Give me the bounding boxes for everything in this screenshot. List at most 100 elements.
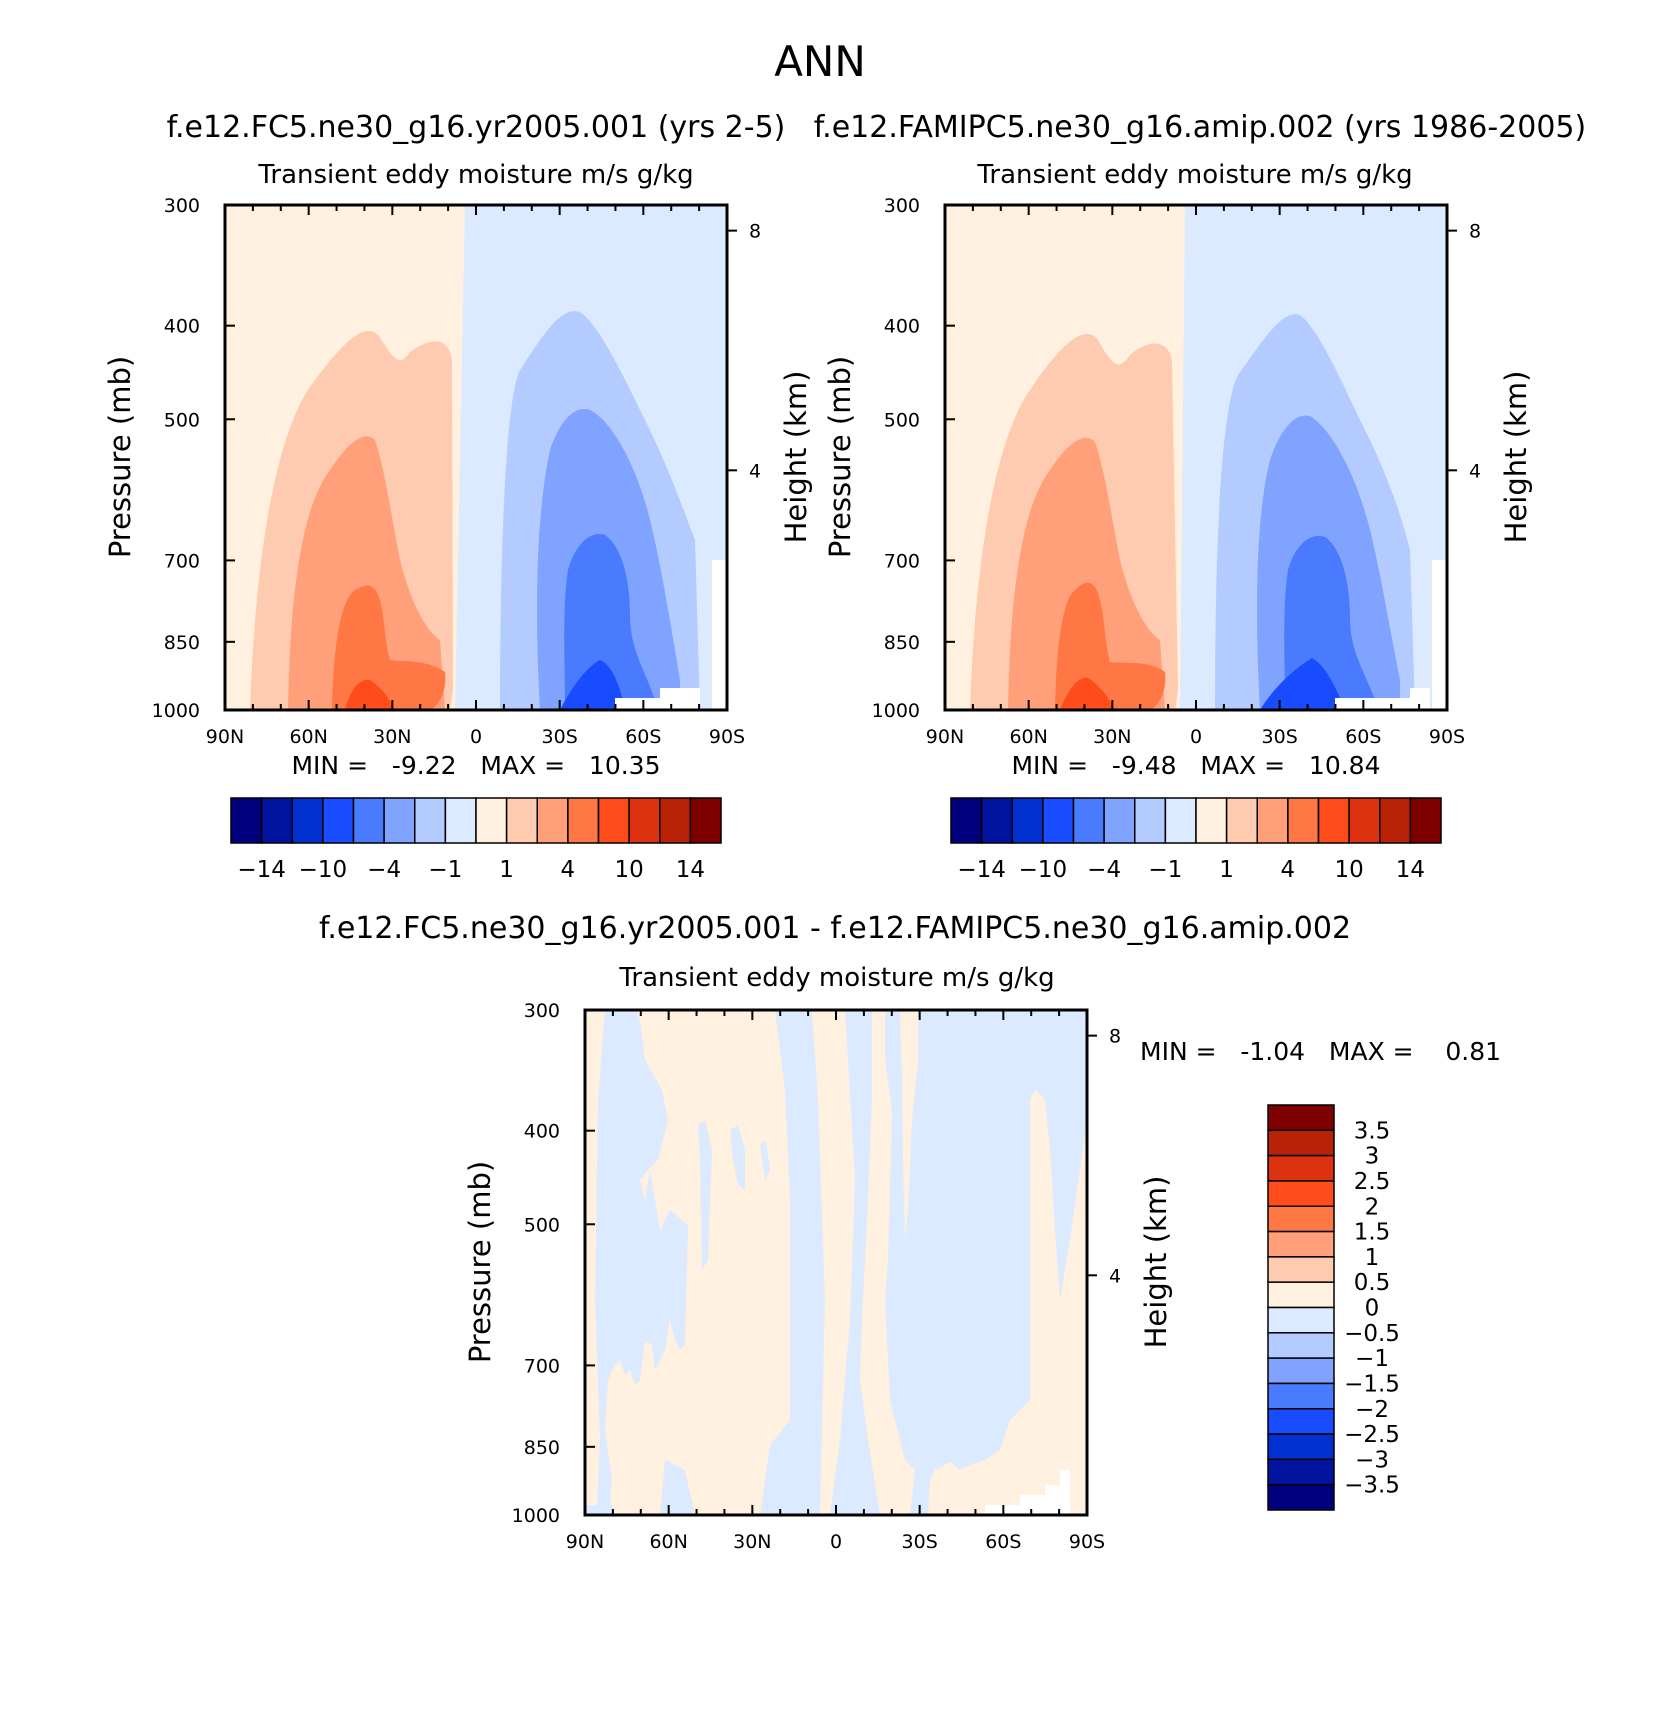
colorbar-swatch	[352, 797, 385, 844]
y-tick-label: 300	[524, 1000, 560, 1022]
colorbar-swatch	[1267, 1458, 1335, 1486]
x-tick-label: 60N	[1009, 726, 1047, 748]
colorbar-swatch	[1409, 797, 1442, 844]
colorbar-swatch	[1164, 797, 1197, 844]
colorbar-swatch	[950, 797, 983, 844]
x-tick-label: 0	[830, 1531, 842, 1553]
colorbar-swatch	[1267, 1256, 1335, 1283]
x-tick-label: 60S	[625, 726, 661, 748]
y-tick-label: 850	[884, 632, 920, 654]
y-right-tick-label: 8	[749, 221, 761, 243]
contour-field	[585, 1010, 1087, 1515]
colorbar-label: 10	[614, 857, 643, 883]
colorbar-swatch	[1134, 797, 1167, 844]
x-tick-label: 0	[470, 726, 482, 748]
colorbar-swatch	[628, 797, 661, 844]
y-right-tick-label: 8	[1469, 221, 1481, 243]
y-tick-label: 700	[884, 550, 920, 572]
colorbar-label: 1.5	[1354, 1220, 1391, 1246]
stats-text: MIN = -9.48 MAX = 10.84	[1011, 751, 1380, 780]
y-tick-label: 400	[524, 1121, 560, 1143]
colorbar-swatch	[1267, 1104, 1335, 1132]
panel-subtitle: Transient eddy moisture m/s g/kg	[257, 160, 693, 190]
colorbar-swatch	[1317, 797, 1350, 844]
colorbar-label: −4	[1087, 857, 1121, 883]
stats-text: MIN = -1.04 MAX = 0.81	[1140, 1037, 1501, 1066]
panel-title: f.e12.FC5.ne30_g16.yr2005.001 - f.e12.FA…	[319, 911, 1351, 946]
colorbar-swatch	[980, 797, 1013, 844]
y-tick-label: 850	[164, 632, 200, 654]
panel-title: f.e12.FC5.ne30_g16.yr2005.001 (yrs 2-5)	[167, 110, 786, 145]
colorbar-swatch	[1267, 1154, 1335, 1182]
panel-difference: f.e12.FC5.ne30_g16.yr2005.001 - f.e12.FA…	[319, 911, 1501, 1553]
colorbar-swatch	[1267, 1129, 1335, 1157]
y-tick-label: 1000	[152, 700, 200, 722]
colorbar-label: 3	[1365, 1144, 1380, 1170]
y-axis-label: Pressure (mb)	[103, 356, 137, 558]
colorbar-label: 4	[561, 857, 576, 883]
y-tick-label: 300	[884, 195, 920, 217]
colorbar: 3.532.521.510.50−0.5−1−1.5−2−2.5−3−3.5	[1267, 1104, 1400, 1511]
stats-text: MIN = -9.22 MAX = 10.35	[291, 751, 660, 780]
colorbar-swatch	[1103, 797, 1136, 844]
x-tick-label: 60S	[985, 1531, 1021, 1553]
colorbar-label: 1	[1365, 1245, 1380, 1271]
y-axis-label: Pressure (mb)	[463, 1161, 497, 1363]
colorbar-swatch	[414, 797, 447, 844]
colorbar-swatch	[567, 797, 600, 844]
colorbar-label: −1.5	[1344, 1371, 1400, 1397]
y-right-tick-label: 8	[1109, 1026, 1121, 1048]
y-axis-right-label: Height (km)	[779, 371, 813, 544]
colorbar-swatch	[659, 797, 692, 844]
x-tick-label: 90S	[1069, 1531, 1105, 1553]
x-tick-label: 90S	[709, 726, 745, 748]
x-tick-label: 30S	[902, 1531, 938, 1553]
colorbar-label: −1	[1148, 857, 1182, 883]
colorbar-swatch	[1011, 797, 1044, 844]
colorbar-label: 1	[1219, 857, 1234, 883]
y-tick-label: 700	[524, 1355, 560, 1377]
colorbar-swatch	[597, 797, 630, 844]
colorbar-swatch	[1195, 797, 1228, 844]
x-tick-label: 30N	[1093, 726, 1131, 748]
colorbar-label: 10	[1334, 857, 1363, 883]
panel-subtitle: Transient eddy moisture m/s g/kg	[976, 160, 1412, 190]
colorbar-swatch	[689, 797, 722, 844]
colorbar-swatch	[1267, 1382, 1335, 1410]
colorbar-swatch	[1267, 1483, 1335, 1511]
colorbar-label: 14	[676, 857, 705, 883]
colorbar-swatch	[1379, 797, 1412, 844]
colorbar-swatch	[475, 797, 508, 844]
colorbar: −14 −10 −4 −1 1 4 10 14	[950, 797, 1442, 883]
colorbar-swatch	[1256, 797, 1289, 844]
colorbar-swatch	[322, 797, 355, 844]
colorbar-swatch	[536, 797, 569, 844]
colorbar-label: −4	[367, 857, 401, 883]
colorbar-swatch	[1267, 1180, 1335, 1207]
y-tick-label: 300	[164, 195, 200, 217]
y-axis-right-label: Height (km)	[1499, 371, 1533, 544]
y-tick-label: 1000	[512, 1505, 560, 1527]
colorbar-label: 0	[1365, 1296, 1380, 1322]
colorbar-swatch	[1225, 797, 1258, 844]
colorbar-swatch	[1267, 1281, 1335, 1309]
colorbar-swatch	[1348, 797, 1381, 844]
colorbar-label: 3.5	[1354, 1118, 1391, 1144]
colorbar-label: −1	[428, 857, 462, 883]
x-tick-label: 60N	[649, 1531, 687, 1553]
colorbar-label: −2	[1355, 1397, 1389, 1423]
colorbar-swatch	[444, 797, 477, 844]
colorbar-swatch	[505, 797, 538, 844]
colorbar-swatch	[1267, 1332, 1335, 1359]
y-tick-label: 400	[884, 316, 920, 338]
y-tick-label: 500	[884, 409, 920, 431]
contour-field	[945, 205, 1447, 710]
colorbar-label: 4	[1281, 857, 1296, 883]
colorbar-swatch	[291, 797, 324, 844]
y-tick-label: 1000	[872, 700, 920, 722]
colorbar-swatch	[1267, 1205, 1335, 1233]
x-tick-label: 60N	[289, 726, 327, 748]
colorbar-label: −14	[957, 857, 1006, 883]
y-axis-label: Pressure (mb)	[823, 356, 857, 558]
panel-control: f.e12.FC5.ne30_g16.yr2005.001 (yrs 2-5) …	[103, 110, 813, 883]
